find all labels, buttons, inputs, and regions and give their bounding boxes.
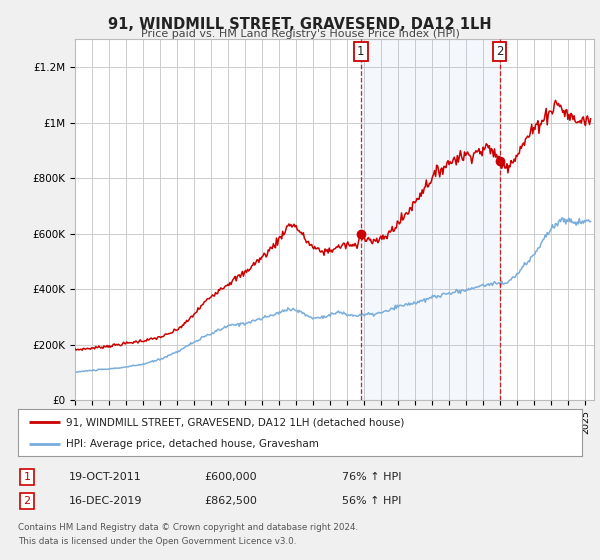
Text: 2: 2 xyxy=(496,45,503,58)
Text: 1: 1 xyxy=(23,472,31,482)
Text: HPI: Average price, detached house, Gravesham: HPI: Average price, detached house, Grav… xyxy=(66,438,319,449)
Text: 2: 2 xyxy=(23,496,31,506)
Text: 16-DEC-2019: 16-DEC-2019 xyxy=(69,496,143,506)
Text: £862,500: £862,500 xyxy=(204,496,257,506)
Text: 91, WINDMILL STREET, GRAVESEND, DA12 1LH: 91, WINDMILL STREET, GRAVESEND, DA12 1LH xyxy=(108,17,492,32)
Text: 19-OCT-2011: 19-OCT-2011 xyxy=(69,472,142,482)
Text: 56% ↑ HPI: 56% ↑ HPI xyxy=(342,496,401,506)
Text: 1: 1 xyxy=(357,45,365,58)
Text: 76% ↑ HPI: 76% ↑ HPI xyxy=(342,472,401,482)
Text: Contains HM Land Registry data © Crown copyright and database right 2024.: Contains HM Land Registry data © Crown c… xyxy=(18,523,358,532)
Text: 91, WINDMILL STREET, GRAVESEND, DA12 1LH (detached house): 91, WINDMILL STREET, GRAVESEND, DA12 1LH… xyxy=(66,417,404,427)
Text: £600,000: £600,000 xyxy=(204,472,257,482)
Text: Price paid vs. HM Land Registry's House Price Index (HPI): Price paid vs. HM Land Registry's House … xyxy=(140,29,460,39)
Text: This data is licensed under the Open Government Licence v3.0.: This data is licensed under the Open Gov… xyxy=(18,537,296,546)
Bar xyxy=(361,39,500,400)
